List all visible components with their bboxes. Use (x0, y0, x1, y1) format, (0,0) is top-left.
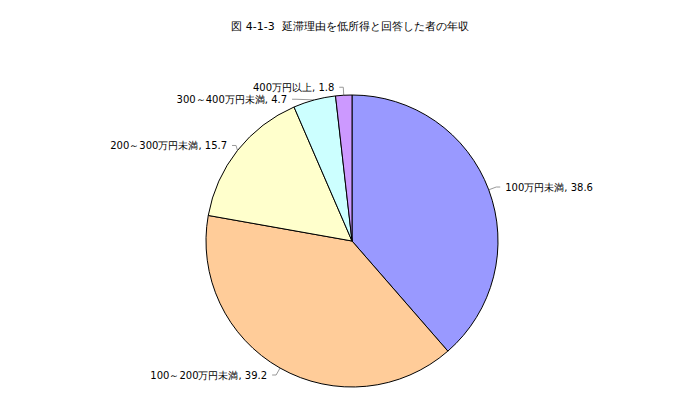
svg-text:200～300万円未満, 15.7: 200～300万円未満, 15.7 (110, 140, 227, 151)
svg-text:100～200万円未満, 39.2: 100～200万円未満, 39.2 (150, 370, 267, 381)
svg-text:図 4-1-3 延滞理由を低所得と回答した者の年収: 図 4-1-3 延滞理由を低所得と回答した者の年収 (231, 20, 468, 33)
svg-text:300～400万円未満, 4.7: 300～400万円未満, 4.7 (177, 94, 287, 105)
svg-text:400万円以上, 1.8: 400万円以上, 1.8 (253, 82, 334, 93)
svg-text:100万円未満, 38.6: 100万円未満, 38.6 (505, 182, 593, 193)
